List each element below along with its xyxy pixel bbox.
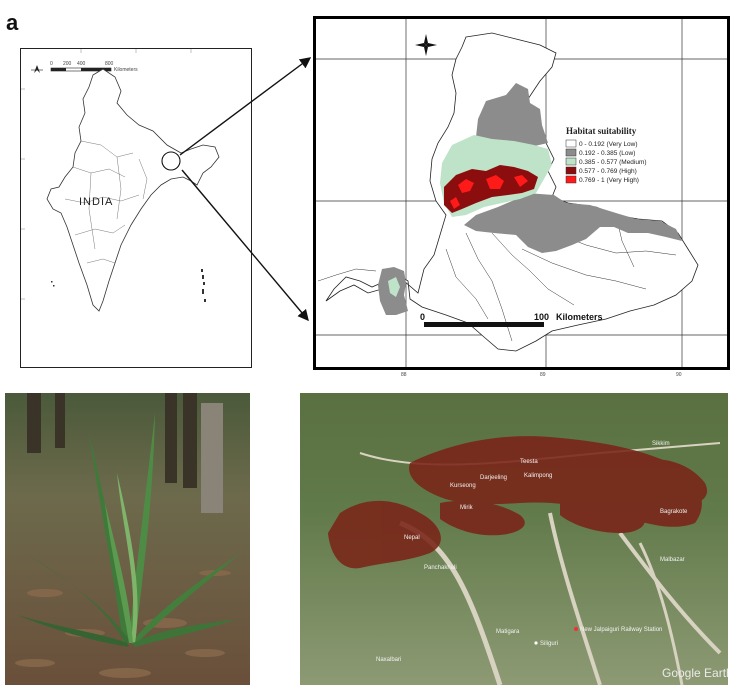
study-area-circle [161, 151, 181, 171]
place-malbazar: Malbazar [660, 557, 685, 563]
scale-bar: 0 200 400 800 Kilometers [50, 61, 138, 73]
place-naxalbari: Naxalbari [376, 657, 401, 663]
place-siliguri: Siliguri [540, 641, 558, 647]
panel-a-letter: a [6, 10, 19, 35]
legend-swatch-very-high [565, 175, 577, 184]
place-teesta: Teesta [520, 459, 538, 465]
place-mirik: Mirik [460, 505, 474, 511]
legend-swatch-very-low [565, 139, 577, 148]
legend-swatch-high [565, 166, 577, 175]
lon-tick-90-bottom: 90 [676, 372, 682, 378]
legend-label-very-low: 0 - 0.192 (Very Low) [579, 141, 638, 148]
scale-unit-b: Kilometers [556, 312, 603, 322]
scale-tick-0: 0 [50, 61, 53, 67]
legend: Habitat suitability 0 - 0.192 (Very Low)… [565, 126, 647, 184]
plant-leaves [17, 413, 241, 647]
place-bagrakote: Bagrakote [660, 509, 688, 515]
scale-tick-800: 800 [105, 61, 114, 67]
legend-label-medium: 0.385 - 0.577 (Medium) [579, 159, 647, 166]
lon-tick-88-bottom: 88 [401, 372, 407, 378]
place-njp-station: New Jalpaiguri Railway Station [580, 627, 662, 633]
siliguri-marker-icon [534, 641, 538, 645]
place-labels: Nepal Teesta Kalimpong Mirik Panchakhali… [376, 441, 688, 663]
place-kalimpong: Kalimpong [524, 473, 552, 479]
station-marker-icon [574, 627, 578, 631]
islands [51, 269, 206, 302]
arrow-upper [179, 57, 312, 156]
scale-end: 100 [534, 312, 549, 322]
scale-tick-200: 200 [63, 61, 72, 67]
scale-start: 0 [420, 312, 425, 322]
scale-unit: Kilometers [114, 67, 138, 73]
place-nepal: Nepal [404, 535, 420, 541]
india-label: INDIA [79, 196, 113, 208]
legend-label-very-high: 0.769 - 1 (Very High) [579, 177, 639, 184]
india-outline [46, 68, 220, 312]
google-earth-watermark: Google Earth [662, 666, 728, 680]
tree-trunks [27, 393, 223, 513]
map-scale-bar: 0 100 Kilometers [420, 312, 603, 327]
place-panchakhali: Panchakhali [424, 565, 457, 571]
scale-tick-400: 400 [77, 61, 86, 67]
place-kurseong: Kurseong [450, 483, 476, 489]
very-high-suitability-area [450, 175, 528, 209]
legend-swatch-medium [565, 157, 577, 166]
place-darjeeling: Darjeeling [480, 475, 507, 481]
compass-icon [415, 34, 437, 56]
north-arrow-icon [31, 65, 43, 73]
legend-swatch-low [565, 148, 577, 157]
habitat-suitability-map: 88 89 90 27 26 [313, 16, 730, 370]
arrow-lower [181, 169, 309, 322]
suitability-overlay [328, 436, 708, 569]
place-matigara: Matigara [496, 629, 520, 635]
lon-tick-89-bottom: 89 [540, 372, 546, 378]
google-earth-overlay: Nepal Teesta Kalimpong Mirik Panchakhali… [300, 393, 728, 685]
legend-label-low: 0.192 - 0.385 (Low) [579, 150, 635, 157]
plant-photo [5, 393, 250, 685]
legend-title: Habitat suitability [566, 126, 637, 136]
state-boundaries [64, 140, 148, 264]
place-sikkim: Sikkim [652, 441, 670, 447]
legend-label-high: 0.577 - 0.769 (High) [579, 168, 637, 175]
